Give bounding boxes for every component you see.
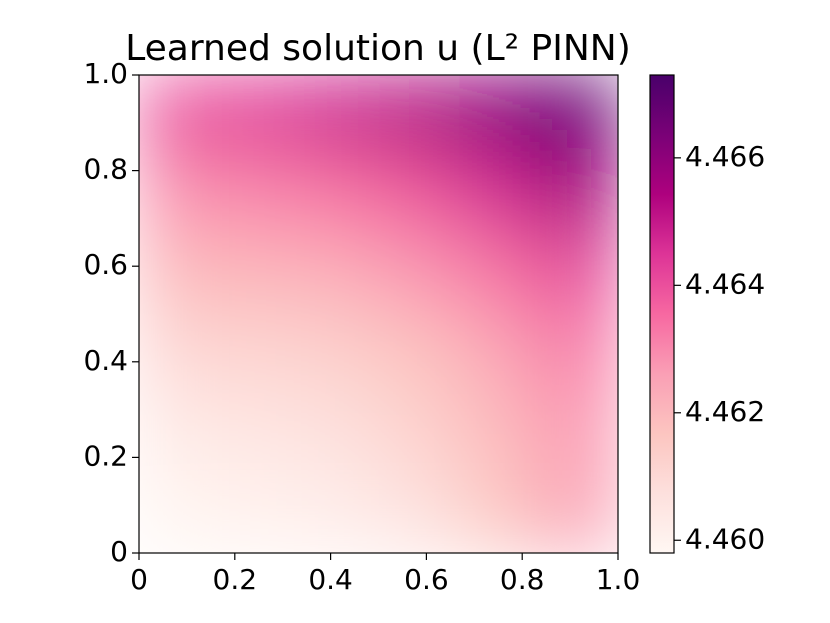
heatmap-cell [218,154,300,235]
y-tick-label: 1.0 [83,57,128,90]
heatmap-cell [537,233,618,315]
x-tick-label: 1.0 [596,563,641,596]
heatmap-cell [537,472,618,553]
heatmap-cell [457,393,539,474]
y-tick-label: 0.8 [83,153,128,186]
heatmap-cell [457,154,539,235]
heatmap-cell [139,313,220,395]
heatmap-cell [218,233,300,315]
plot-frame [138,74,619,554]
heatmap-cell [218,75,300,156]
heatmap-cell [298,154,380,235]
heatmap-cells [139,75,618,553]
heatmap-cell [377,393,459,474]
colorbar-tick-label: 4.462 [685,395,765,428]
heatmap-cell [298,393,380,474]
x-tick-label: 0.2 [213,563,258,596]
y-tick-label: 0.6 [83,248,128,281]
heatmap-cell [377,233,459,315]
y-tick-label: 0 [110,535,128,568]
x-tick-label: 0.6 [404,563,449,596]
heatmap-cell [537,393,618,474]
heatmap-cell [298,233,380,315]
y-tick-label: 0.4 [83,344,128,377]
heatmap-cell [218,393,300,474]
heatmap-cell [457,75,539,156]
heatmap-cell [298,313,380,395]
heatmap-cell [457,233,539,315]
colorbar-tick-label: 4.464 [685,267,765,300]
colorbar [649,74,675,554]
heatmap-cell [139,233,220,315]
colorbar-tick-label: 4.460 [685,522,765,555]
x-tick-label: 0 [130,563,148,596]
x-tick-label: 0.8 [500,563,545,596]
y-tick-label: 0.2 [83,439,128,472]
heatmap-cell [139,154,220,235]
heatmap-cell [377,75,459,156]
heatmap-cell [298,75,380,156]
heatmap-cell [537,313,618,395]
heatmap-cell [377,313,459,395]
heatmap-cell [457,472,539,553]
heatmap-cell [377,472,459,553]
x-tick-label: 0.4 [308,563,353,596]
chart-title: Learned solution u (L² PINN) [125,28,631,69]
heatmap-cell [537,154,618,235]
heatmap-cell [139,75,220,156]
heatmap-cell [139,393,220,474]
heatmap-cell [537,75,618,156]
heatmap [139,75,618,553]
heatmap-cell [218,472,300,553]
heatmap-cell [377,154,459,235]
heatmap-cell [218,313,300,395]
heatmap-cell [139,472,220,553]
colorbar-tick-label: 4.466 [685,140,765,173]
heatmap-cell [457,313,539,395]
heatmap-cell [298,472,380,553]
